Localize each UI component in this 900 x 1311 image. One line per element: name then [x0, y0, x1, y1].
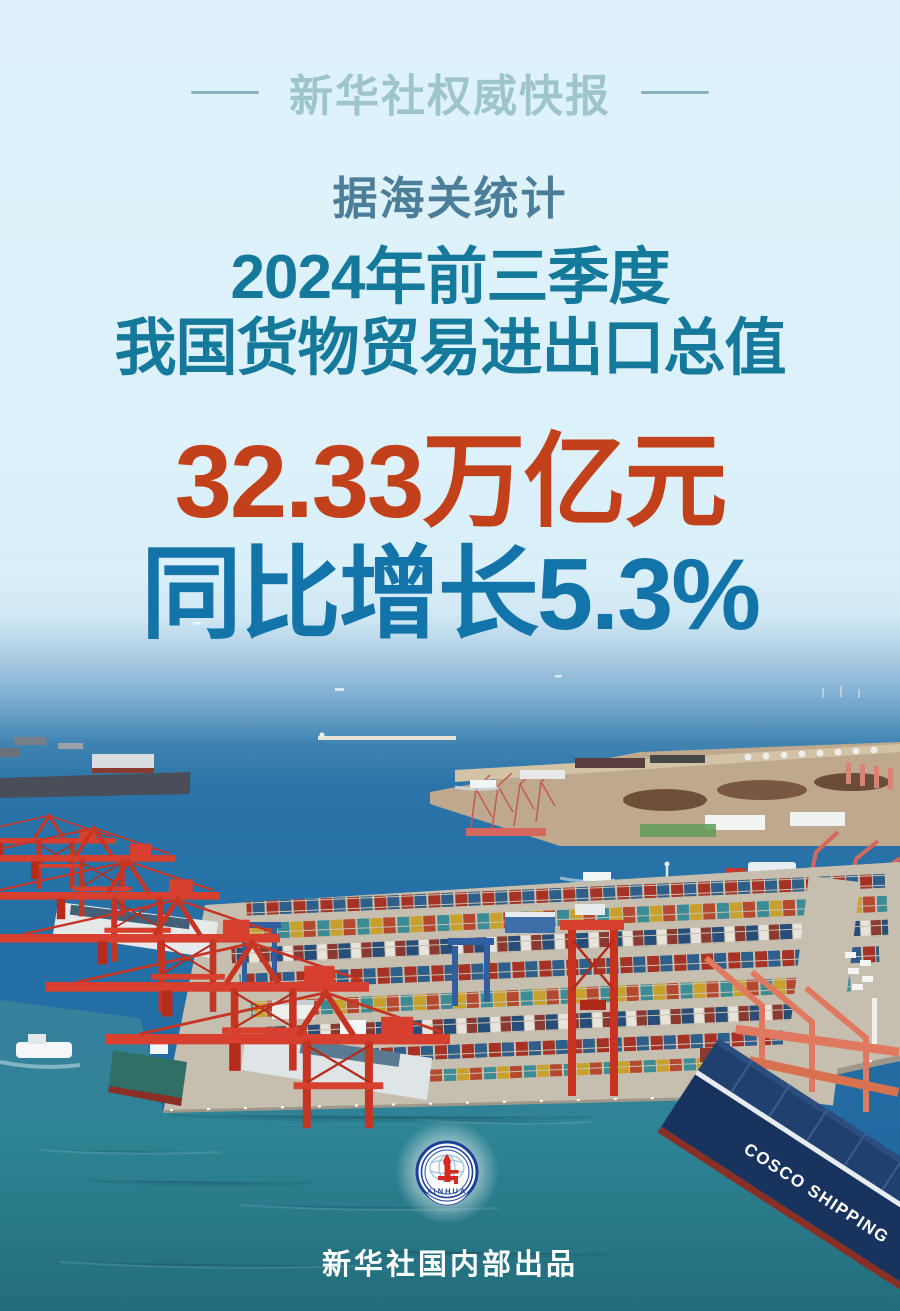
badge: 新华社权威快报 — [0, 60, 900, 124]
stat-value: 32.33万亿元 — [174, 424, 728, 539]
logo-banner-text: XINHUA — [427, 1187, 468, 1196]
badge-label: 新华社权威快报 — [289, 72, 611, 121]
cosco-ship: COSCO SHIPPING — [657, 955, 900, 1307]
port-photo: COSCO SHIPPING XINHUA — [0, 560, 900, 1311]
kicker-text: 据海关统计 — [332, 173, 568, 224]
torch-icon — [438, 1154, 459, 1184]
headline-line-2: 我国货物贸易进出口总值 — [114, 314, 786, 383]
badge-left-dash-icon — [191, 90, 259, 94]
growth-text: 同比增长5.3% — [140, 539, 761, 651]
badge-right-dash-icon — [641, 90, 709, 94]
footer-credit: 新华社国内部出品 — [321, 1249, 578, 1281]
headline: 2024年前三季度 我国货物贸易进出口总值 — [0, 242, 900, 384]
xinhua-logo: XINHUA — [395, 1120, 499, 1224]
rtg-crane-icon — [560, 920, 624, 1096]
distant-port — [0, 732, 900, 846]
headline-line-1: 2024年前三季度 — [230, 243, 671, 312]
